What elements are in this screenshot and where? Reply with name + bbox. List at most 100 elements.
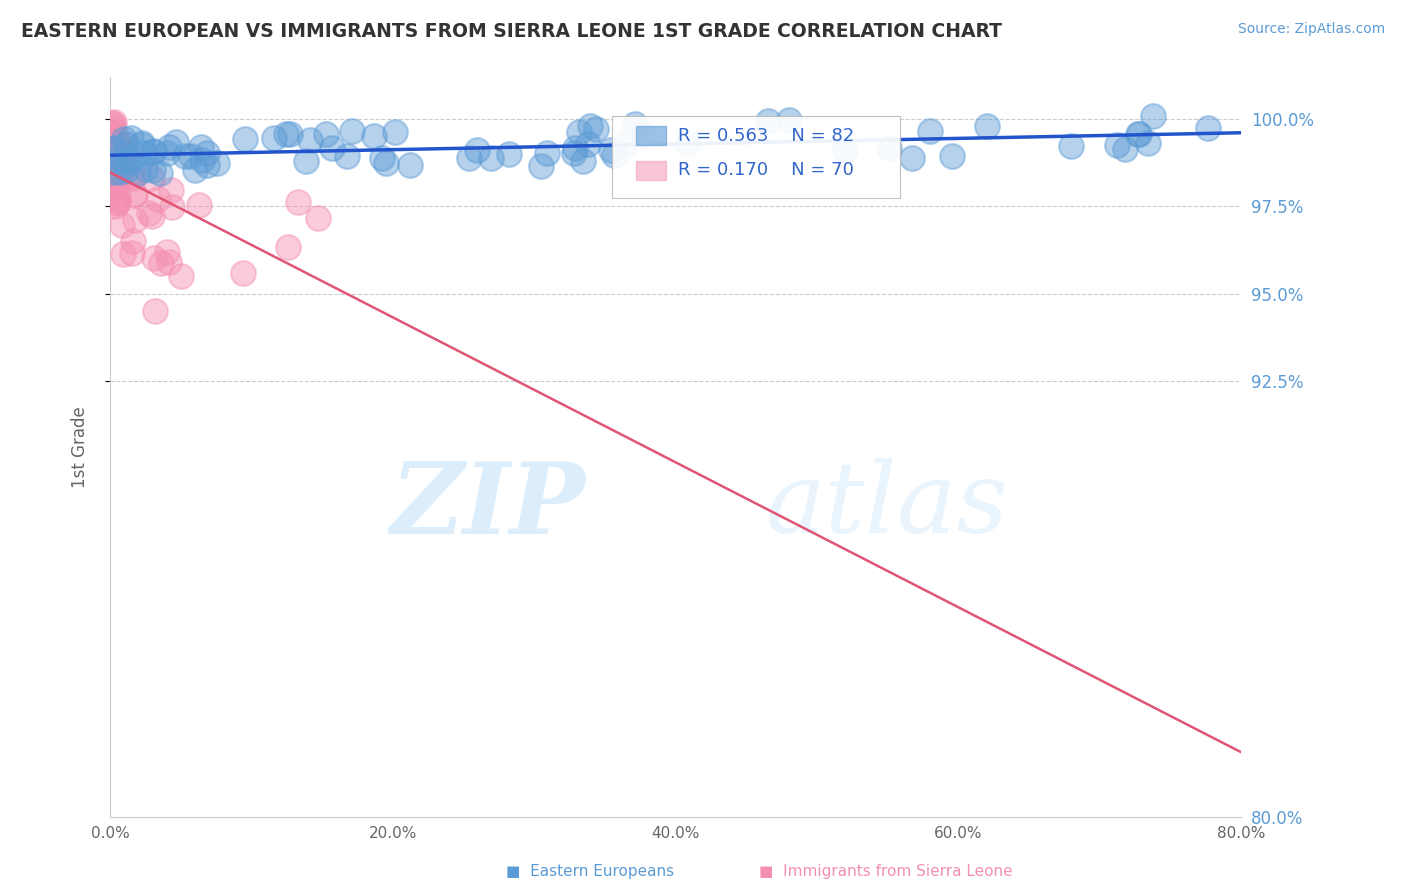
Point xyxy=(120,130,142,145)
Point xyxy=(107,175,129,189)
Point xyxy=(100,184,122,198)
Point xyxy=(115,162,138,177)
Text: ■  Immigrants from Sierra Leone: ■ Immigrants from Sierra Leone xyxy=(759,864,1012,879)
Point xyxy=(633,128,655,142)
Point xyxy=(834,144,856,158)
Point xyxy=(124,188,146,202)
Point xyxy=(112,154,135,169)
Text: ■  Eastern Europeans: ■ Eastern Europeans xyxy=(506,864,675,879)
Y-axis label: 1st Grade: 1st Grade xyxy=(72,406,89,488)
Point xyxy=(156,245,179,260)
Point xyxy=(103,172,125,186)
Point xyxy=(112,131,135,145)
Point xyxy=(498,147,520,161)
Point xyxy=(103,160,125,174)
Point xyxy=(111,247,134,261)
Point xyxy=(103,169,125,183)
Point xyxy=(530,159,553,173)
Point xyxy=(148,192,170,206)
Point xyxy=(1128,127,1150,141)
Point xyxy=(105,194,128,209)
Text: atlas: atlas xyxy=(766,458,1008,554)
Point xyxy=(104,154,127,169)
Point xyxy=(233,131,256,145)
Point xyxy=(100,116,122,130)
Point xyxy=(100,127,122,141)
Point xyxy=(143,144,166,158)
Point xyxy=(121,245,143,260)
Point xyxy=(263,131,285,145)
Point xyxy=(143,252,166,266)
Point xyxy=(578,119,600,133)
Point xyxy=(778,113,800,128)
Point xyxy=(122,171,145,186)
Point xyxy=(149,166,172,180)
Point xyxy=(103,158,125,172)
Point xyxy=(399,157,422,171)
Point xyxy=(624,118,647,132)
Point xyxy=(107,191,129,205)
Point xyxy=(107,138,129,153)
Point xyxy=(120,153,142,167)
Point xyxy=(141,209,163,223)
Point xyxy=(104,199,127,213)
Point xyxy=(104,153,127,168)
Point xyxy=(941,149,963,163)
Point xyxy=(278,127,301,141)
Point xyxy=(307,211,329,226)
Point xyxy=(676,136,699,150)
Point xyxy=(321,141,343,155)
Point xyxy=(1197,120,1219,135)
Point xyxy=(157,140,180,154)
Point xyxy=(103,141,125,155)
Point xyxy=(101,167,124,181)
Point xyxy=(1114,142,1136,156)
Point xyxy=(103,115,125,129)
Text: ZIP: ZIP xyxy=(389,458,585,555)
Point xyxy=(599,143,621,157)
Point xyxy=(156,146,179,161)
Point xyxy=(114,164,136,178)
Point xyxy=(107,162,129,177)
Point xyxy=(107,195,129,210)
Point xyxy=(118,154,141,169)
Point xyxy=(111,145,134,159)
Point xyxy=(180,149,202,163)
Point xyxy=(1142,110,1164,124)
Point xyxy=(104,142,127,156)
Point xyxy=(170,268,193,283)
Point xyxy=(918,124,941,138)
Point xyxy=(371,151,394,165)
Point xyxy=(340,124,363,138)
Point xyxy=(110,218,132,232)
Point xyxy=(131,137,153,152)
Point xyxy=(195,146,218,161)
Point xyxy=(1060,139,1083,153)
Point xyxy=(160,182,183,196)
Point xyxy=(101,178,124,193)
Text: R = 0.563    N = 82: R = 0.563 N = 82 xyxy=(678,127,853,145)
Point xyxy=(183,163,205,178)
Point xyxy=(107,194,129,208)
Point xyxy=(976,119,998,133)
Point xyxy=(160,200,183,214)
Point xyxy=(101,162,124,177)
Point xyxy=(112,154,135,169)
Point xyxy=(188,198,211,212)
Point xyxy=(121,169,143,184)
Point xyxy=(758,114,780,128)
Point xyxy=(142,145,165,160)
Point xyxy=(585,122,607,136)
Point xyxy=(108,165,131,179)
Point xyxy=(298,132,321,146)
Point xyxy=(115,137,138,152)
Point xyxy=(134,162,156,177)
Point xyxy=(138,205,160,219)
Point xyxy=(127,166,149,180)
Point xyxy=(576,137,599,152)
Point xyxy=(336,149,359,163)
Point xyxy=(458,152,481,166)
Point xyxy=(131,136,153,150)
Point xyxy=(614,136,637,151)
Point xyxy=(173,149,195,163)
